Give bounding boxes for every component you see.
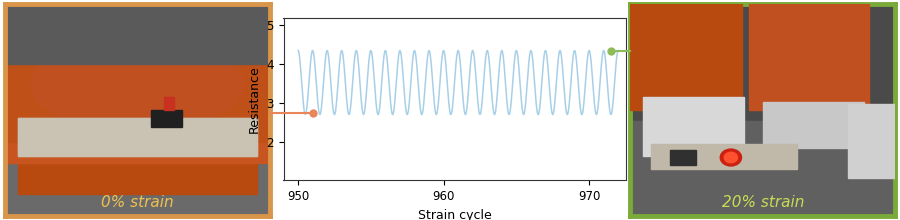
Bar — [150, 110, 183, 127]
Ellipse shape — [31, 37, 243, 132]
Bar — [18, 118, 256, 156]
Bar — [630, 4, 742, 110]
Bar — [630, 121, 896, 216]
Circle shape — [720, 149, 742, 166]
Bar — [4, 47, 270, 163]
Bar — [18, 118, 256, 156]
Bar — [4, 47, 270, 142]
Text: 20% strain: 20% strain — [722, 195, 804, 210]
Y-axis label: Resistance: Resistance — [248, 65, 261, 133]
Text: 0% strain: 0% strain — [101, 195, 174, 210]
Bar — [750, 4, 868, 110]
Bar — [848, 104, 896, 178]
Bar — [644, 97, 744, 156]
X-axis label: Strain cycle: Strain cycle — [418, 209, 491, 220]
Bar — [164, 97, 175, 110]
Bar — [4, 4, 270, 64]
Bar — [763, 102, 864, 148]
Bar — [652, 144, 797, 169]
Bar — [18, 26, 256, 194]
Circle shape — [724, 152, 737, 163]
Bar — [670, 150, 697, 165]
